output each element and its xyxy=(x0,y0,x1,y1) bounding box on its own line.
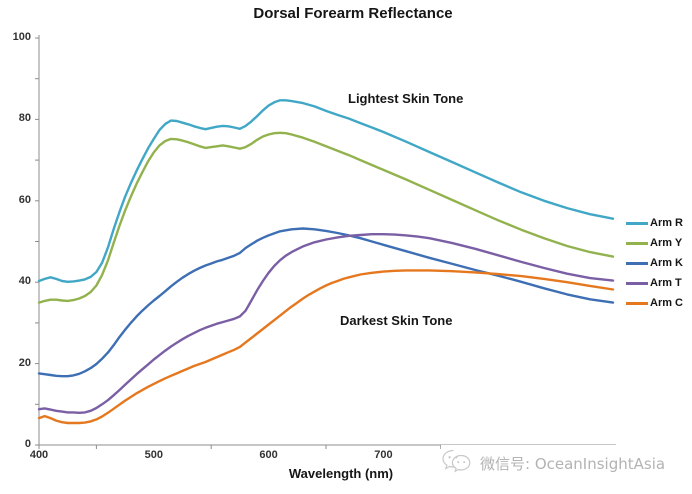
x-axis-title: Wavelength (nm) xyxy=(288,466,394,481)
watermark-text: 微信号: OceanInsightAsia xyxy=(480,454,666,473)
legend-line-swatch xyxy=(626,221,648,225)
legend-label: Arm K xyxy=(650,257,684,269)
series-line-arm-y xyxy=(37,131,615,304)
legend-label: Arm Y xyxy=(650,237,683,249)
legend-line-swatch xyxy=(626,241,648,245)
legend-item-arm-c: Arm C xyxy=(626,293,683,313)
legend-label: Arm R xyxy=(650,217,684,229)
x-tick-label: 700 xyxy=(374,449,393,461)
legend-line-swatch xyxy=(626,281,648,285)
annotation-darkest-skin-tone: Darkest Skin Tone xyxy=(340,313,453,328)
annotation-lightest-skin-tone: Lightest Skin Tone xyxy=(348,91,464,106)
y-tick-label: 0 xyxy=(24,438,31,450)
x-tick-label: 600 xyxy=(259,449,278,461)
series-line-arm-t xyxy=(37,232,615,414)
legend-item-arm-k: Arm K xyxy=(626,253,683,273)
legend-item-arm-y: Arm Y xyxy=(626,233,683,253)
legend: Arm R Arm Y Arm K Arm T Arm C xyxy=(626,213,683,313)
wechat-icon xyxy=(442,449,471,473)
legend-item-arm-t: Arm T xyxy=(626,273,683,293)
y-tick-label: 40 xyxy=(18,275,31,288)
series-line-arm-c xyxy=(37,269,615,425)
x-tick-label: 400 xyxy=(29,449,49,461)
series-line-arm-k xyxy=(37,227,615,378)
x-tick-label: 500 xyxy=(144,449,163,461)
y-tick-label: 80 xyxy=(18,112,31,125)
legend-label: Arm T xyxy=(650,277,682,289)
y-tick-label: 100 xyxy=(12,31,31,43)
watermark: 微信号: OceanInsightAsia xyxy=(441,445,692,481)
legend-item-arm-r: Arm R xyxy=(626,213,683,233)
y-tick-label: 60 xyxy=(18,193,31,206)
y-tick-label: 20 xyxy=(18,356,31,369)
chart-title: Dorsal Forearm Reflectance xyxy=(253,5,453,22)
series-line-arm-r xyxy=(37,99,615,283)
legend-line-swatch xyxy=(626,301,648,305)
legend-label: Arm C xyxy=(650,297,684,309)
legend-line-swatch xyxy=(626,261,648,265)
